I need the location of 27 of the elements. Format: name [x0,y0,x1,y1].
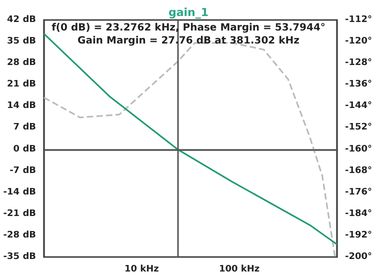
y2-tick-label: -128° [345,58,372,68]
x-tick-label: 100 kHz [218,264,260,274]
y2-tick-label: -200° [345,252,372,262]
y2-tick-label: -160° [345,144,372,154]
y-tick-label: 7 dB [13,122,36,133]
chart-title: gain_1 [168,6,209,19]
y-tick-label: 35 dB [7,36,36,47]
y2-tick-label: -184° [345,208,372,219]
y-tick-label: -21 dB [3,208,36,219]
y-tick-label: 28 dB [7,58,36,68]
y2-tick-label: -168° [345,166,372,176]
y-tick-label: -14 dB [3,187,36,198]
y-tick-label: -35 dB [3,252,36,262]
y2-tick-label: -144° [345,101,372,112]
y2-tick-label: -120° [345,36,372,47]
y-tick-label: 14 dB [7,101,36,112]
y-tick-label: 0 dB [13,144,36,154]
y-tick-label: -7 dB [10,166,36,176]
y-tick-label: 21 dB [7,80,36,90]
y2-tick-label: -176° [345,187,372,198]
y-tick-label: -28 dB [3,230,36,240]
x-tick-label: 10 kHz [124,264,159,274]
y-tick-label: 42 dB [7,15,36,25]
y2-tick-label: -192° [345,230,372,240]
y2-tick-label: -136° [345,80,372,90]
y2-tick-label: -112° [345,15,372,25]
y2-tick-label: -152° [345,122,372,133]
